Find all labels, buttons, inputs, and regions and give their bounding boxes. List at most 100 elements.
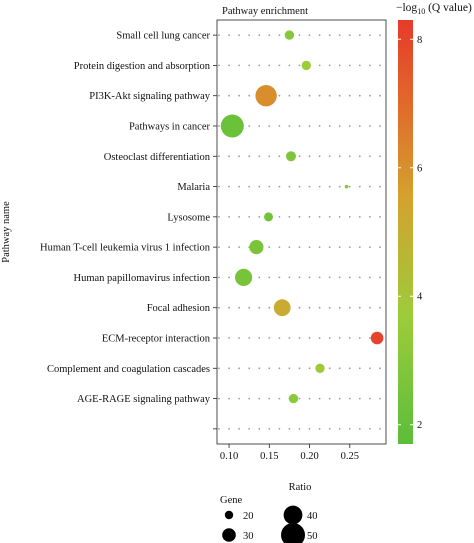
grid-dot bbox=[328, 276, 331, 279]
grid-dot bbox=[288, 276, 291, 279]
grid-dot bbox=[258, 34, 261, 36]
y-tick-label: Pathways in cancer bbox=[129, 122, 211, 133]
grid-dot bbox=[308, 185, 311, 188]
grid-dot bbox=[369, 337, 371, 339]
grid-dot bbox=[218, 216, 220, 218]
color-tick-label: 4 bbox=[417, 292, 423, 303]
grid-dot bbox=[318, 306, 321, 309]
grid-dot bbox=[288, 367, 291, 370]
grid-dot bbox=[218, 367, 220, 370]
y-tick-label: Small cell lung cancer bbox=[116, 31, 210, 42]
grid-dot bbox=[358, 185, 361, 188]
grid-dot bbox=[328, 125, 331, 127]
grid-dot bbox=[298, 155, 301, 158]
grid-dot bbox=[268, 306, 271, 309]
grid-dot bbox=[348, 428, 351, 430]
grid-dot bbox=[379, 306, 381, 309]
grid-dot bbox=[348, 306, 351, 309]
grid-dot bbox=[338, 185, 341, 188]
data-point bbox=[255, 85, 277, 107]
data-point bbox=[249, 240, 264, 255]
color-tick-label: 2 bbox=[417, 420, 422, 431]
size-legend-dot bbox=[281, 523, 305, 543]
data-points bbox=[220, 30, 384, 404]
data-point bbox=[315, 363, 325, 373]
grid-dot bbox=[379, 125, 381, 127]
grid-dot bbox=[348, 337, 351, 339]
grid-dot bbox=[298, 34, 301, 36]
grid-dot bbox=[298, 397, 301, 400]
grid-dot bbox=[308, 397, 311, 400]
grid-dot bbox=[328, 306, 331, 309]
grid-dot bbox=[338, 397, 341, 400]
grid-dot bbox=[328, 34, 331, 36]
color-tick-label: 6 bbox=[417, 163, 422, 174]
grid-dot bbox=[369, 397, 371, 400]
grid-dot bbox=[308, 34, 311, 36]
grid-dot bbox=[358, 428, 361, 430]
x-axis: 0.10 0.15 0.20 0.25 bbox=[220, 444, 359, 462]
grid-dot bbox=[318, 155, 321, 158]
grid-dot bbox=[248, 367, 251, 370]
grid-dot bbox=[248, 216, 251, 218]
grid-dot bbox=[369, 276, 371, 279]
grid-dot bbox=[298, 64, 301, 67]
grid-dot bbox=[268, 246, 271, 249]
y-tick-label: Human papillomavirus infection bbox=[74, 273, 211, 284]
grid-dot bbox=[268, 64, 271, 67]
grid-dot bbox=[379, 185, 381, 188]
data-point bbox=[284, 30, 295, 40]
grid-dot bbox=[228, 246, 231, 249]
grid-dot bbox=[338, 337, 341, 339]
grid-dot bbox=[278, 34, 281, 36]
grid-dot bbox=[369, 94, 371, 97]
grid-dot bbox=[369, 125, 371, 127]
grid-dot bbox=[369, 34, 371, 36]
grid-dot bbox=[248, 306, 251, 309]
grid-dot bbox=[268, 337, 271, 339]
grid-dot bbox=[358, 246, 361, 249]
grid-dot bbox=[338, 125, 341, 127]
grid-dot bbox=[308, 367, 311, 370]
grid-dot bbox=[258, 306, 261, 309]
x-tick-label: 0.25 bbox=[341, 451, 359, 462]
grid-dot bbox=[258, 367, 261, 370]
grid-dot bbox=[288, 64, 291, 67]
size-legend: 20 30 40 50 bbox=[222, 505, 318, 543]
grid-dot bbox=[228, 185, 231, 188]
grid-dot bbox=[369, 216, 371, 218]
grid-dot bbox=[238, 397, 241, 400]
grid-dot bbox=[308, 94, 311, 97]
grid-dot bbox=[328, 397, 331, 400]
grid-dot bbox=[369, 246, 371, 249]
size-legend-label: 30 bbox=[243, 531, 254, 542]
x-tick-label: 0.20 bbox=[300, 451, 318, 462]
grid-dot bbox=[358, 337, 361, 339]
y-tick-label: Human T-cell leukemia virus 1 infection bbox=[40, 243, 211, 254]
grid-dot bbox=[338, 94, 341, 97]
grid-dot bbox=[238, 216, 241, 218]
grid-dot bbox=[379, 34, 381, 36]
grid-dot bbox=[248, 34, 251, 36]
grid-dot bbox=[308, 246, 311, 249]
grid-dot bbox=[278, 246, 281, 249]
grid-dot bbox=[248, 125, 251, 127]
grid-dot bbox=[348, 185, 351, 188]
data-point bbox=[286, 151, 296, 162]
grid-dot bbox=[308, 306, 311, 309]
grid-dot bbox=[358, 216, 361, 218]
grid-dot bbox=[328, 94, 331, 97]
grid-dot bbox=[258, 155, 261, 158]
grid-dots bbox=[218, 34, 381, 430]
grid-dot bbox=[278, 64, 281, 67]
grid-dot bbox=[318, 216, 321, 218]
grid-dot bbox=[238, 155, 241, 158]
grid-dot bbox=[278, 428, 281, 430]
grid-dot bbox=[278, 125, 281, 127]
y-tick-label: Lysosome bbox=[167, 212, 210, 223]
grid-dot bbox=[258, 216, 261, 218]
grid-dot bbox=[268, 276, 271, 279]
grid-dot bbox=[358, 367, 361, 370]
grid-dot bbox=[298, 125, 301, 127]
